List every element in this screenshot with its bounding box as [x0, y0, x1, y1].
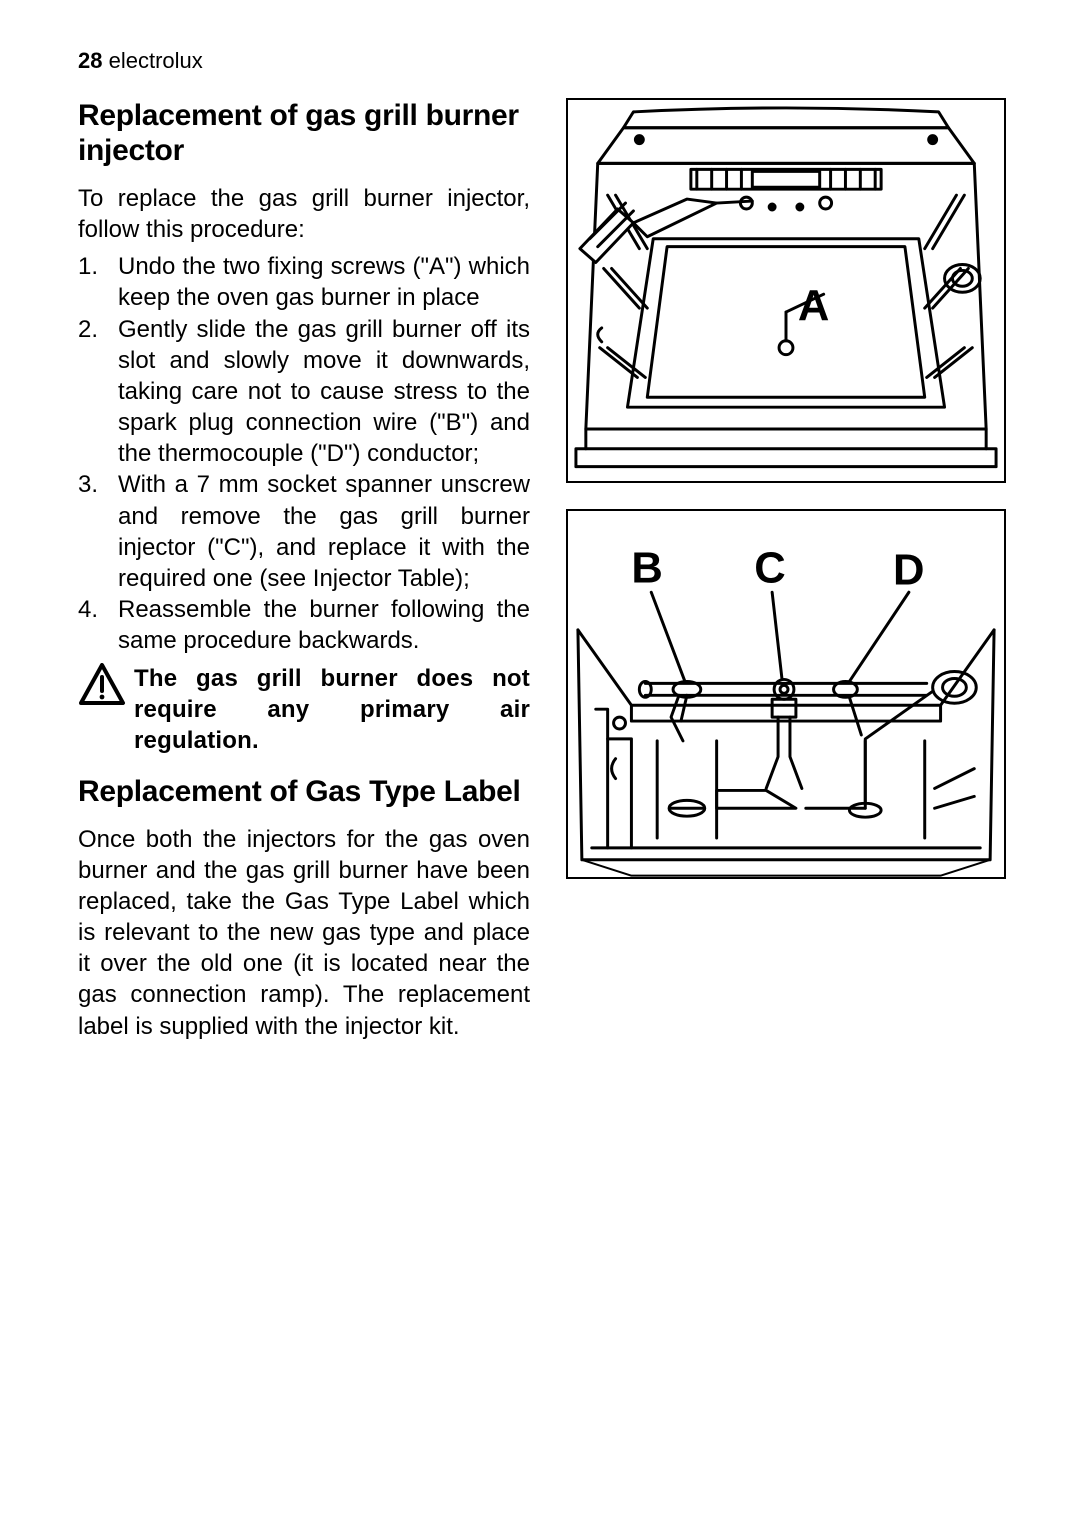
figure-label-A: A: [798, 282, 829, 330]
procedure-list: Undo the two fixing screws ("A") which k…: [78, 251, 530, 656]
step-3: With a 7 mm socket spanner unscrew and r…: [78, 469, 530, 594]
figure-label-B: B: [631, 544, 662, 592]
step-2: Gently slide the gas grill burner off it…: [78, 314, 530, 470]
warning-note: The gas grill burner does not require an…: [78, 663, 530, 757]
section2-body: Once both the injectors for the gas oven…: [78, 824, 530, 1042]
figure-bottom: B C D: [566, 509, 1006, 880]
page-header: 28 electrolux: [78, 48, 1006, 74]
figure-top: A: [566, 98, 1006, 483]
page-number: 28: [78, 48, 102, 73]
content-columns: Replacement of gas grill burner injector…: [78, 98, 1006, 1042]
right-column: A: [566, 98, 1006, 1042]
section1-intro: To replace the gas grill burner injector…: [78, 183, 530, 245]
section1-title: Replacement of gas grill burner injector: [78, 98, 530, 169]
figure-label-C: C: [754, 544, 785, 592]
left-column: Replacement of gas grill burner injector…: [78, 98, 530, 1042]
warning-text: The gas grill burner does not require an…: [134, 663, 530, 757]
step-1: Undo the two fixing screws ("A") which k…: [78, 251, 530, 313]
step-4: Reassemble the burner following the same…: [78, 594, 530, 656]
brand-name: electrolux: [109, 48, 203, 73]
warning-icon: [78, 663, 126, 707]
section2-title: Replacement of Gas Type Label: [78, 774, 530, 809]
figure-label-D: D: [893, 546, 924, 594]
